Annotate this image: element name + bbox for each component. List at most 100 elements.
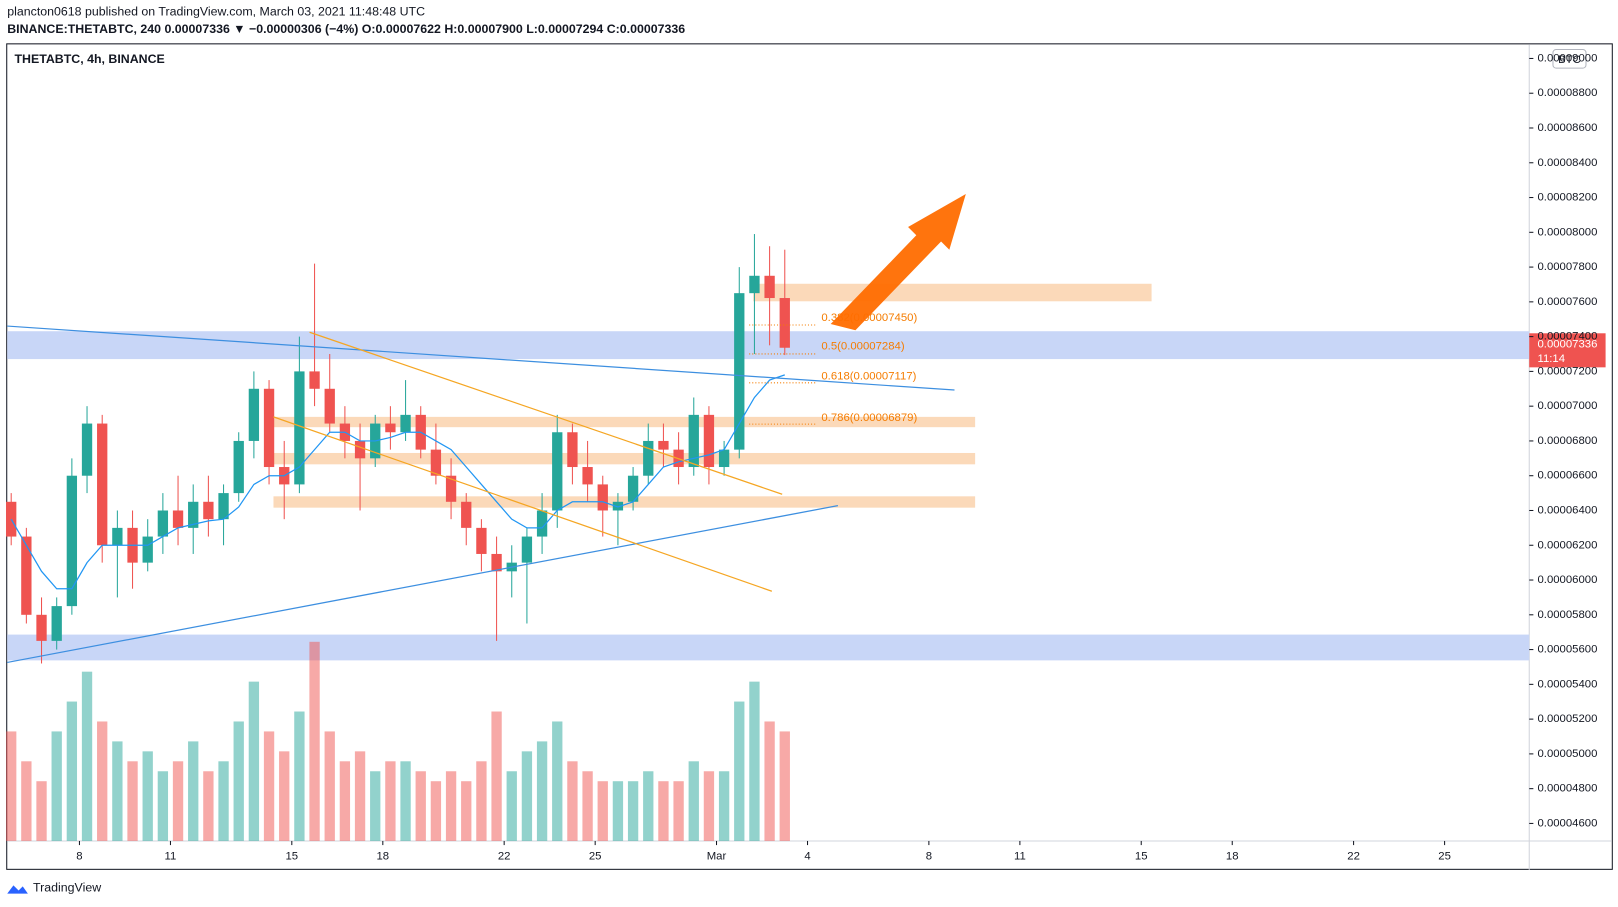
price-label: 0.00007336 [1537,339,1597,351]
orange-zone [273,416,976,428]
volume-bar [536,741,548,841]
volume-bar [673,781,684,841]
currency-box[interactable] [1552,49,1587,69]
volume-bar [142,751,153,841]
y-tick-label: 0.00005400 [1537,678,1597,690]
candle-body [582,467,593,485]
candle-body [112,527,123,546]
candle-body [81,423,93,476]
orange-zone [753,283,1152,302]
trendline [273,416,773,592]
candle-body [354,440,366,459]
candle-body [552,432,563,511]
volume-bar [66,701,78,841]
volume-bar [597,781,608,841]
trendline [7,325,955,391]
volume-bar [567,761,578,841]
y-tick-label: 0.00008400 [1537,157,1597,169]
candle-body [688,414,699,468]
volume-bar [233,721,244,841]
volume-bar [97,721,108,841]
y-tick-label: 0.00009000 [1537,52,1597,64]
x-tick-label: 25 [589,850,602,862]
x-tick-label: 8 [76,850,82,862]
candle-body [294,371,305,485]
y-tick-label: 0.00005600 [1537,644,1597,656]
volume-bar [309,641,320,841]
x-tick-label: 22 [498,850,511,862]
candle-body [21,536,32,615]
trendline [7,505,839,664]
volume-bar [552,721,563,841]
candle-body [764,275,775,299]
volume-bar [749,681,760,841]
fib-label: 0.5(0.00007284) [821,341,904,353]
candle-body [324,388,335,424]
candle-body [218,493,229,520]
volume-bar [112,741,123,841]
y-tick-label: 0.00007200 [1537,365,1597,377]
volume-bar [506,771,517,841]
blue-zone [7,331,1530,360]
fib-label: 0.618(0.00007117) [821,371,916,383]
volume-bar [627,781,639,841]
y-tick-label: 0.00005800 [1537,609,1597,621]
volume-bar [385,761,396,841]
candle-body [263,388,275,468]
y-tick-label: 0.00008800 [1537,87,1597,99]
x-tick-label: 11 [165,850,177,862]
x-tick-label: 15 [285,850,298,862]
x-tick-label: 11 [1014,850,1026,862]
candle-body [233,440,244,494]
chart-title: THETABTC, 4h, BINANCE [14,52,164,66]
candle-body [476,527,487,554]
volume-bar [491,711,502,841]
volume-bar [81,671,93,841]
volume-bar [703,771,715,841]
candle-body [536,510,548,537]
y-tick-label: 0.00008000 [1537,226,1597,238]
drawings: 0.382(0.00007450) 0.5(0.00007284) 0.618(… [7,193,966,664]
candle-body [749,275,760,294]
volume-bar [218,761,229,841]
x-tick-label: 22 [1347,850,1360,862]
volume-bar [521,751,533,841]
volume-bar [36,781,47,841]
volume-bar [718,771,730,841]
volume-bar [51,731,62,841]
candle-body [385,423,396,433]
x-tick-label: 8 [926,850,932,862]
candle-body [248,388,260,441]
candle-body [779,298,790,348]
volume-bar [294,711,305,841]
candle-body [157,510,169,537]
volume-bar [21,761,32,841]
y-tick-label: 0.00006200 [1537,539,1597,551]
candle-body [36,614,47,641]
candle-body [491,553,502,572]
y-tick-label: 0.00005000 [1537,748,1597,760]
volume-bar [445,771,457,841]
volume-bar [582,771,593,841]
volume-bar [658,781,669,841]
y-tick-label: 0.00006400 [1537,504,1597,516]
y-tick-label: 0.00006000 [1537,574,1597,586]
x-tick-label: 4 [804,850,810,862]
volume-bar [612,781,624,841]
candle-body [658,440,669,450]
candle-body [703,414,715,468]
candle-body [734,293,745,450]
candle-body [718,449,730,468]
candle-body [66,475,78,607]
y-tick-label: 0.00008600 [1537,122,1597,134]
price-label-box [1529,333,1606,368]
candle-body [461,501,472,528]
candle-body [521,536,533,563]
volume-bar [370,771,381,841]
volume-bar [248,681,260,841]
y-tick-label: 0.00007600 [1537,296,1597,308]
volume-bar [263,731,275,841]
publisher: plancton0618 published on TradingView.co… [7,5,425,19]
y-tick-label: 0.00004600 [1537,817,1597,829]
x-tick-label: Mar [707,850,727,862]
